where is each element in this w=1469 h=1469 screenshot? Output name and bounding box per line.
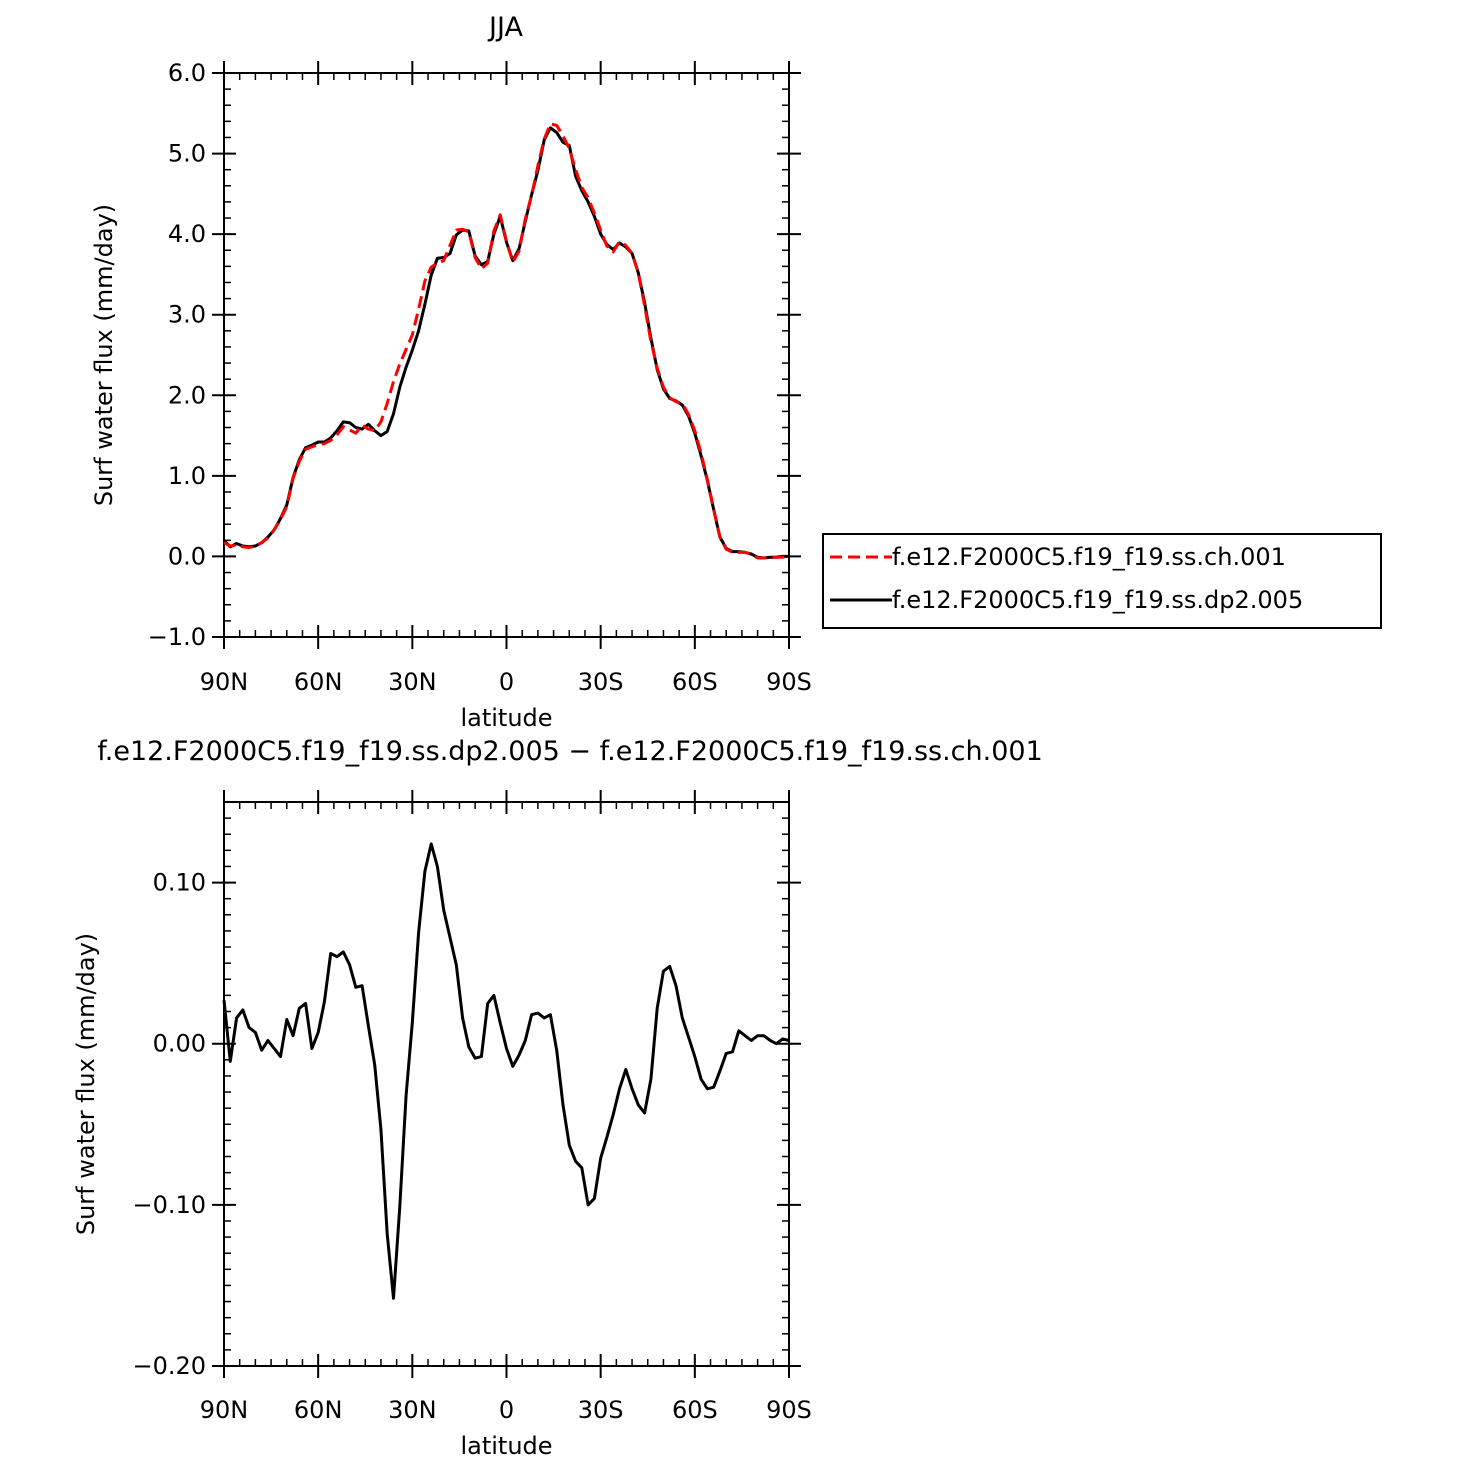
y-tick-label: 0.00 xyxy=(153,1030,206,1058)
plot-title: f.e12.F2000C5.f19_f19.ss.dp2.005 − f.e12… xyxy=(97,736,1043,767)
x-tick-label: 90S xyxy=(766,1396,812,1424)
x-tick-label: 30S xyxy=(578,1396,624,1424)
y-tick-label: 6.0 xyxy=(168,59,206,87)
plot-frame xyxy=(223,72,790,638)
y-tick-label: −0.20 xyxy=(132,1352,206,1380)
y-tick-label: 3.0 xyxy=(168,301,206,329)
series-line xyxy=(223,122,790,560)
y-axis-label: Surf water flux (mm/day) xyxy=(90,204,118,506)
y-tick-label: −0.10 xyxy=(132,1191,206,1219)
x-tick-label: 60N xyxy=(294,1396,343,1424)
series-line xyxy=(222,842,790,1300)
x-tick-label: 60S xyxy=(672,1396,718,1424)
x-tick-label: 30S xyxy=(578,668,624,696)
top-panel: 90N 60N 30N 0 30S 60S 90S −1.0 0.0 1.0 2.0 3.0 4.0 5.… xyxy=(90,12,812,732)
legend: f.e12.F2000C5.f19_f19.ss.ch.001 f.e12.F20… xyxy=(822,533,1382,629)
x-tick-label: 60N xyxy=(294,668,343,696)
x-tick-label: 90N xyxy=(200,1396,249,1424)
x-tick-label: 0 xyxy=(499,668,514,696)
y-tick-label: 4.0 xyxy=(168,220,206,248)
x-tick-label: 90N xyxy=(200,668,249,696)
y-tick-label: 0.10 xyxy=(153,869,206,897)
bottom-panel: 90N 60N 30N 0 30S 60S 90S −0.20 −0.10 0.00 0.10 f.e… xyxy=(72,736,1043,1460)
legend-label: f.e12.F2000C5.f19_f19.ss.ch.001 xyxy=(892,543,1286,571)
x-axis-label: latitude xyxy=(460,1432,552,1460)
plot-title: JJA xyxy=(487,12,523,43)
x-tick-label: 0 xyxy=(499,1396,514,1424)
x-tick-label: 90S xyxy=(766,668,812,696)
x-axis-label: latitude xyxy=(460,704,552,732)
x-tick-label: 30N xyxy=(388,668,437,696)
x-tick-label: 30N xyxy=(388,1396,437,1424)
legend-label: f.e12.F2000C5.f19_f19.ss.dp2.005 xyxy=(892,586,1303,614)
x-tick-label: 60S xyxy=(672,668,718,696)
y-axis-label: Surf water flux (mm/day) xyxy=(72,933,100,1235)
series-line xyxy=(222,126,789,560)
y-tick-label: 0.0 xyxy=(168,542,206,570)
y-tick-label: 2.0 xyxy=(168,381,206,409)
y-tick-label: 5.0 xyxy=(168,140,206,168)
legend-box xyxy=(822,533,1382,629)
y-tick-label: −1.0 xyxy=(148,623,206,651)
y-tick-label: 1.0 xyxy=(168,462,206,490)
